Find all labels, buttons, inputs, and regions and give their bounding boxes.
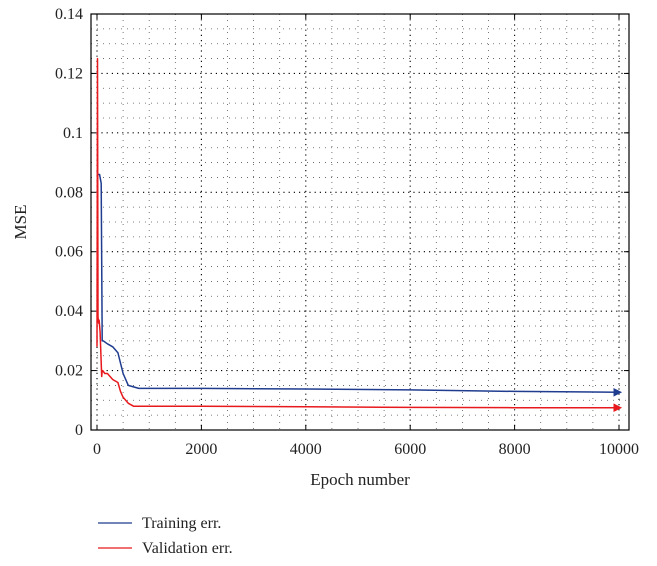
legend-label-training: Training err. xyxy=(142,515,221,532)
x-axis-label: Epoch number xyxy=(310,470,410,489)
legend-label-validation: Validation err. xyxy=(142,540,233,557)
grid xyxy=(91,13,629,430)
plot-frame xyxy=(90,13,630,431)
y-tick-label: 0.08 xyxy=(55,184,83,201)
y-tick-label: 0.1 xyxy=(63,125,83,142)
x-tick-label: 2000 xyxy=(185,441,217,458)
y-tick-label: 0.06 xyxy=(55,244,83,261)
x-tick-label: 10000 xyxy=(599,441,639,458)
legend: Training err. Validation err. xyxy=(98,515,233,557)
y-tick-label: 0.02 xyxy=(55,363,83,380)
y-tick-label: 0.04 xyxy=(55,303,83,320)
y-tick-label: 0 xyxy=(75,422,83,439)
y-axis-label: MSE xyxy=(11,205,30,240)
x-tick-label: 4000 xyxy=(290,441,322,458)
series-end-marker xyxy=(613,403,623,413)
x-tick-label: 0 xyxy=(93,441,101,458)
series-lines xyxy=(96,57,623,413)
x-tick-label: 6000 xyxy=(394,441,426,458)
y-tick-label: 0.12 xyxy=(55,65,83,82)
series-line-validation xyxy=(96,57,619,409)
series-end-marker xyxy=(613,387,623,397)
y-tick-label: 0.14 xyxy=(55,6,83,23)
ticks: 0 2000 4000 6000 8000 10000 0 0.02 0.04 0.06 0.08 0… xyxy=(55,6,639,458)
series-line-training xyxy=(96,171,620,394)
x-tick-label: 8000 xyxy=(499,441,531,458)
